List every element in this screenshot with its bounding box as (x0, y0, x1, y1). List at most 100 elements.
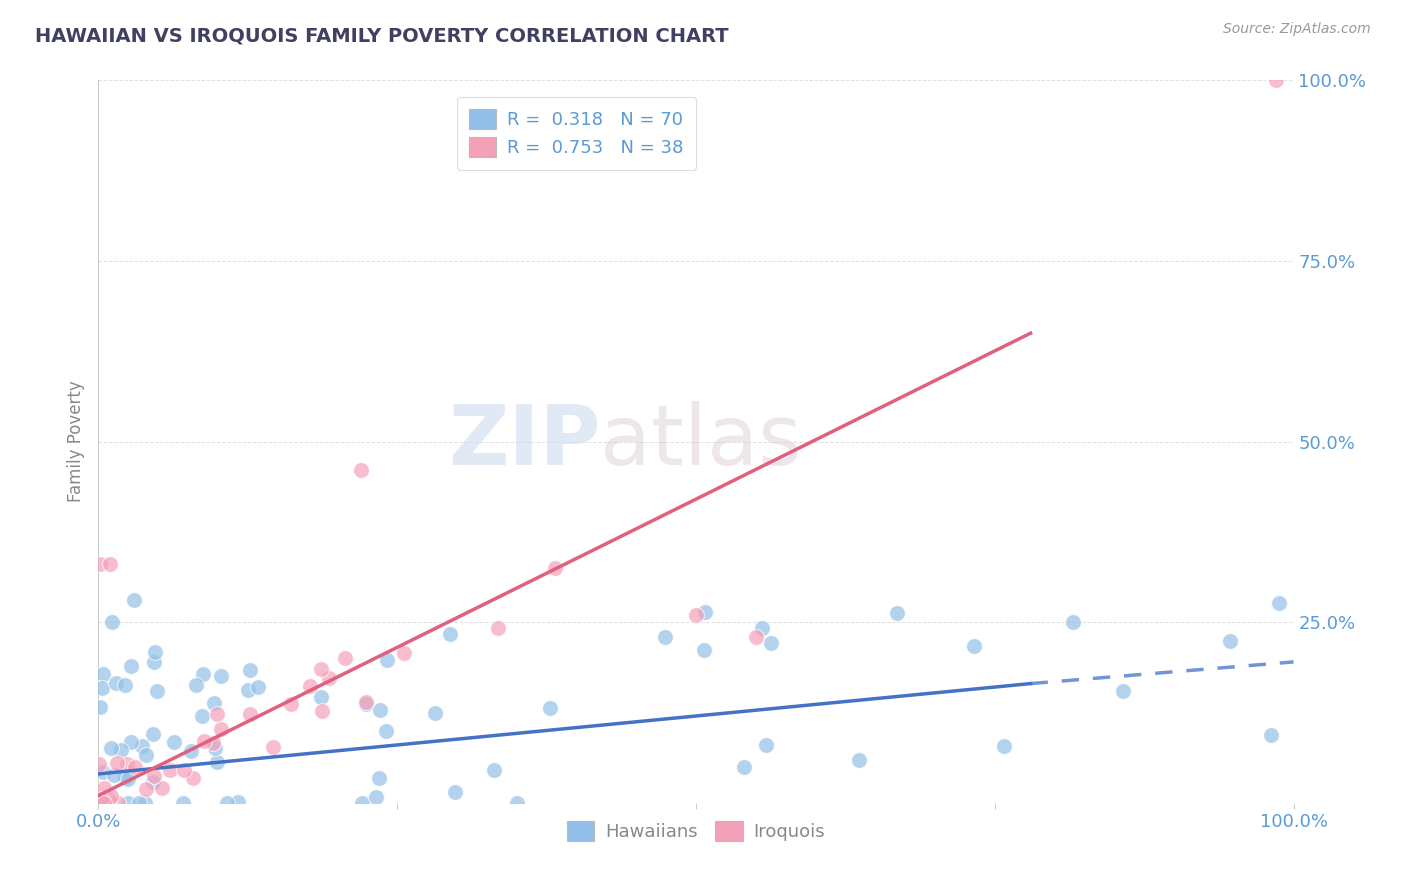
Point (89, 558, 111, 572)
Point (191, 708, 214, 723)
Point (172, 796, 194, 810)
Point (1260, 728, 1282, 742)
Point (135, 782, 157, 797)
Point (93, 781, 115, 796)
Point (367, 772, 389, 786)
Point (159, 763, 181, 777)
Point (146, 683, 169, 698)
Point (117, 772, 139, 786)
Text: atlas: atlas (600, 401, 801, 482)
Point (1062, 615, 1084, 630)
Point (733, 760, 755, 774)
Point (120, 735, 142, 749)
Point (117, 796, 139, 810)
Point (205, 755, 228, 769)
Point (755, 738, 778, 752)
Point (247, 680, 270, 694)
Point (848, 753, 870, 767)
Point (101, 615, 124, 630)
Text: HAWAIIAN VS IROQUOIS FAMILY POVERTY CORRELATION CHART: HAWAIIAN VS IROQUOIS FAMILY POVERTY CORR… (35, 27, 728, 45)
Point (100, 741, 122, 756)
Point (333, 651, 356, 665)
Point (354, 697, 377, 711)
Point (134, 796, 156, 810)
Point (352, 796, 374, 810)
Point (142, 727, 165, 741)
Point (97, 792, 120, 806)
Point (693, 605, 716, 619)
Point (654, 631, 676, 645)
Point (104, 675, 127, 690)
Point (685, 607, 707, 622)
Point (91, 667, 114, 681)
Point (173, 764, 195, 778)
Point (98, 558, 122, 572)
Point (87, 796, 110, 810)
Point (309, 690, 332, 704)
Point (299, 680, 322, 694)
Point (1112, 683, 1135, 698)
Point (439, 627, 461, 641)
Point (759, 636, 782, 650)
Point (215, 796, 238, 810)
Y-axis label: Family Poverty: Family Poverty (67, 381, 86, 502)
Point (100, 789, 122, 803)
Point (103, 767, 125, 781)
Point (142, 774, 165, 789)
Point (181, 771, 204, 785)
Point (207, 707, 229, 722)
Point (506, 796, 529, 810)
Point (120, 659, 142, 673)
Point (1219, 633, 1241, 648)
Point (131, 739, 153, 753)
Point (143, 769, 166, 783)
Point (150, 781, 173, 796)
Point (180, 744, 202, 758)
Point (89, 757, 111, 772)
Point (356, 695, 378, 709)
Point (163, 734, 186, 748)
Point (484, 763, 506, 777)
Point (280, 697, 302, 711)
Point (117, 757, 139, 772)
Point (486, 621, 509, 635)
Point (993, 739, 1015, 753)
Point (311, 704, 333, 718)
Point (202, 697, 225, 711)
Point (91, 764, 114, 779)
Point (544, 561, 567, 575)
Point (143, 656, 166, 670)
Point (143, 645, 166, 659)
Point (374, 724, 396, 739)
Point (377, 653, 399, 667)
Point (226, 795, 249, 809)
Point (110, 743, 132, 757)
Point (751, 621, 773, 635)
Point (745, 630, 768, 644)
Point (191, 667, 214, 681)
Point (124, 593, 146, 607)
Point (423, 706, 446, 720)
Point (91, 681, 114, 695)
Point (135, 748, 157, 763)
Point (209, 722, 232, 736)
Point (443, 784, 465, 798)
Point (107, 796, 129, 810)
Point (204, 741, 226, 756)
Point (90, 792, 112, 806)
Point (209, 669, 232, 683)
Point (239, 663, 262, 677)
Point (318, 671, 340, 685)
Point (193, 734, 215, 748)
Point (184, 678, 207, 692)
Point (1268, 596, 1291, 610)
Point (236, 683, 259, 698)
Text: ZIP: ZIP (449, 401, 600, 482)
Legend: Hawaiians, Iroquois: Hawaiians, Iroquois (560, 814, 832, 848)
Point (368, 703, 391, 717)
Point (693, 642, 716, 657)
Point (392, 646, 415, 660)
Point (89, 700, 111, 714)
Point (93, 796, 115, 810)
Text: Source: ZipAtlas.com: Source: ZipAtlas.com (1223, 22, 1371, 37)
